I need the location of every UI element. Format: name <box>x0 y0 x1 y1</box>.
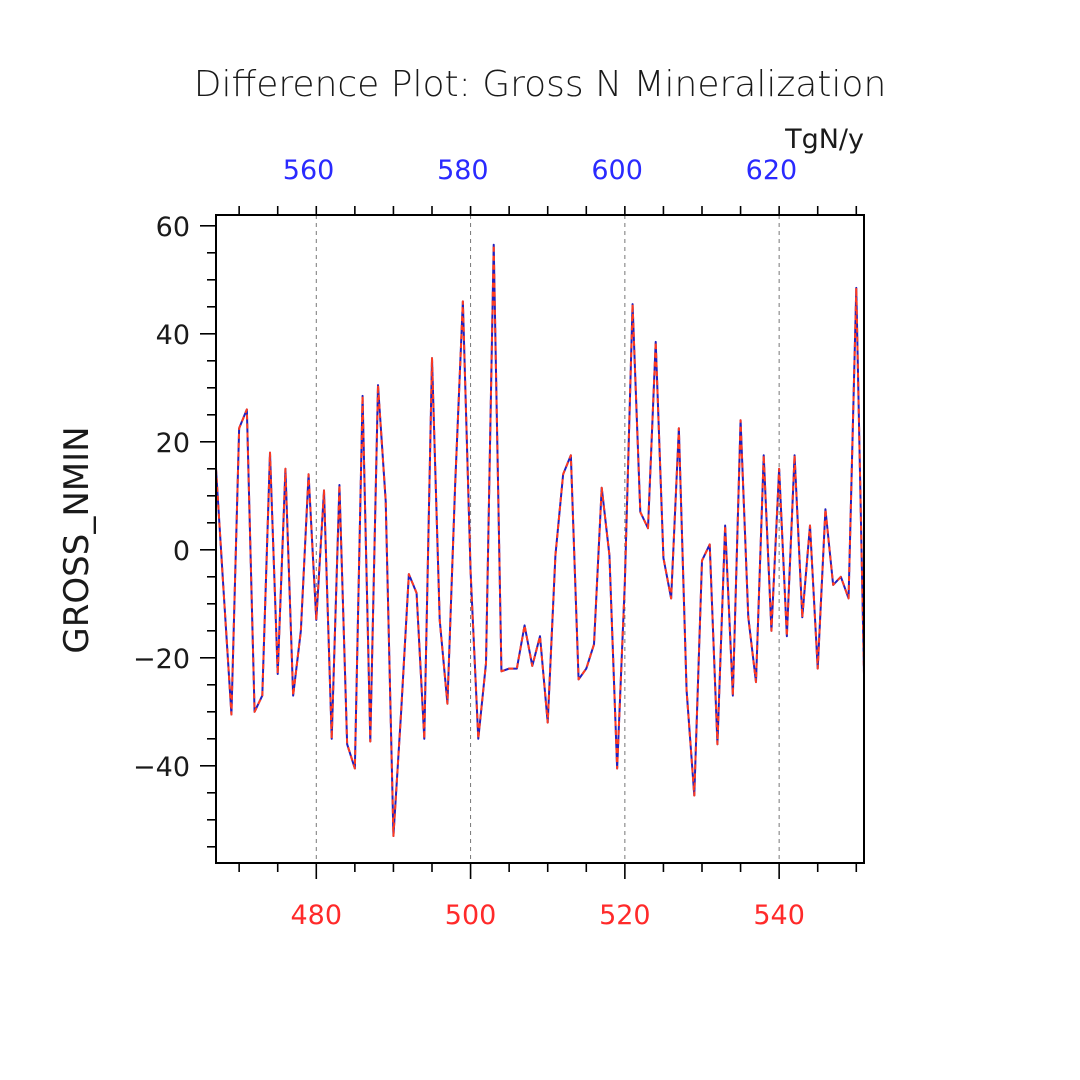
chart-title: Difference Plot: Gross N Mineralization <box>194 64 887 105</box>
top-tick-label: 600 <box>591 155 643 186</box>
y-tick-label: 60 <box>156 212 190 243</box>
x-tick-label: 540 <box>753 900 805 931</box>
x-tick-label: 520 <box>599 900 651 931</box>
y-axis-ticks: 60 40 20 0 −20 −40 <box>133 212 216 848</box>
y-tick-label: −40 <box>133 752 190 783</box>
y-tick-label: 20 <box>156 428 190 459</box>
series-line-1 <box>215 243 865 837</box>
top-tick-label: 620 <box>746 155 798 186</box>
y-axis-label: GROSS_NMIN <box>57 426 97 653</box>
x-tick-label: 500 <box>445 900 497 931</box>
plot-frame <box>215 214 865 864</box>
y-tick-label: 40 <box>156 320 190 351</box>
x-axis-ticks: 480 500 520 540 <box>238 863 858 931</box>
x-tick-label: 480 <box>291 900 343 931</box>
grid-lines <box>315 215 780 863</box>
top-tick-label: 560 <box>283 155 335 186</box>
top-tick-label: 580 <box>437 155 489 186</box>
series-lines <box>215 243 865 837</box>
units-label: TgN/y <box>784 124 864 155</box>
y-tick-label: 0 <box>173 536 190 567</box>
y-tick-label: −20 <box>133 644 190 675</box>
top-axis-ticks: 560 580 600 620 <box>238 155 858 215</box>
